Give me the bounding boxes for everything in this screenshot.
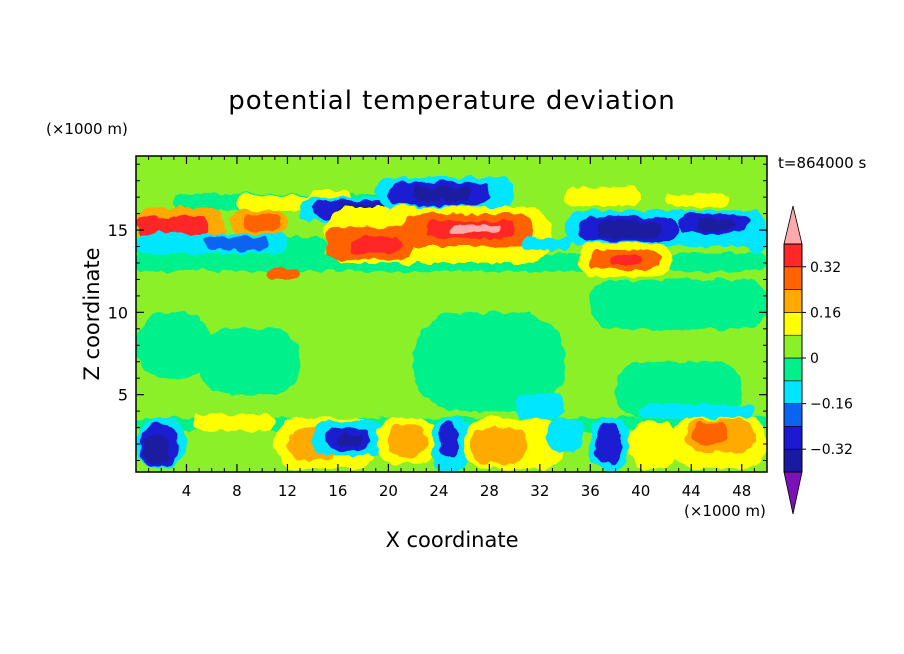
heatmap-cell: [236, 195, 313, 211]
heatmap-cell: [438, 422, 458, 458]
colorbar-swatch: [783, 448, 803, 473]
heatmap-cell: [192, 414, 275, 431]
colorbar-tick-label: 0: [810, 351, 819, 367]
heatmap-cell: [136, 156, 767, 175]
colorbar-swatch: [783, 357, 803, 382]
colorbar: 0.32 0.16 0 −0.16 −0.32: [783, 205, 853, 515]
heatmap-plot-area: [136, 156, 767, 472]
heatmap-cell: [520, 238, 572, 250]
x-axis-ticks: 4 8 12 16 20 24 28 32 36 40 44 48: [148, 156, 755, 500]
y-tick-label: 15: [108, 221, 128, 240]
heatmap-cell: [590, 279, 767, 329]
x-tick-label: 32: [530, 482, 549, 500]
colorbar-swatch: [783, 289, 803, 313]
colorbar-swatch: [783, 266, 803, 290]
heatmap-cell: [748, 236, 767, 254]
x-tick-label: 20: [379, 482, 398, 500]
colorbar-tick-label: 0.32: [810, 260, 841, 276]
heatmap-cell: [205, 236, 269, 250]
colorbar-swatch: [783, 380, 803, 404]
x-axis-unit: (×1000 m): [684, 502, 766, 520]
heatmap-cell: [609, 254, 641, 265]
colorbar-swatch: [783, 426, 803, 450]
heatmap-cell: [199, 328, 301, 395]
time-label: t=864000 s: [778, 154, 867, 172]
heatmap-cell: [243, 215, 282, 231]
heatmap-cell: [268, 267, 301, 280]
colorbar-tick-label: 0.16: [810, 305, 841, 321]
y-tick-label: 5: [118, 386, 128, 405]
heatmap-cell: [691, 422, 730, 445]
colorbar-tick-label: −0.32: [810, 442, 853, 458]
x-tick-label: 4: [182, 482, 192, 500]
heatmap-cell: [451, 225, 502, 234]
x-tick-label: 36: [581, 482, 600, 500]
heatmap-cell: [640, 404, 755, 418]
heatmap-cell: [514, 394, 566, 418]
heatmap-cell: [388, 424, 427, 458]
chart-title: potential temperature deviation: [228, 86, 676, 116]
colorbar-swatch: [783, 312, 803, 336]
colorbar-tick-label: −0.16: [810, 397, 853, 413]
x-tick-label: 24: [429, 482, 448, 500]
x-tick-label: 40: [631, 482, 650, 500]
x-tick-label: 28: [480, 482, 499, 500]
colorbar-swatch: [783, 403, 803, 427]
x-axis-label: X coordinate: [385, 528, 519, 552]
heatmap-cell: [136, 312, 212, 379]
heatmap-cell: [337, 434, 364, 446]
heatmap-cells: [136, 156, 767, 472]
heatmap-cell: [565, 187, 641, 206]
heatmap-cell: [350, 236, 402, 254]
heatmap-cell: [628, 420, 679, 469]
heatmap-cell: [143, 434, 169, 464]
y-axis-label: Z coordinate: [80, 247, 104, 381]
colorbar-extend-max: [783, 205, 803, 245]
heatmap-cell: [596, 422, 622, 464]
colorbar-extend-min: [783, 471, 803, 515]
x-tick-label: 16: [328, 482, 347, 500]
heatmap-cell: [413, 312, 566, 412]
heatmap-cell: [697, 218, 736, 231]
heatmap-cell: [596, 221, 660, 239]
x-tick-label: 12: [278, 482, 297, 500]
y-tick-label: 10: [108, 303, 128, 322]
heatmap-cell: [546, 417, 585, 453]
x-tick-label: 44: [682, 482, 701, 500]
x-tick-label: 48: [732, 482, 751, 500]
heatmap-cell: [666, 193, 730, 208]
z-axis-unit: (×1000 m): [46, 120, 128, 138]
heatmap-cell: [470, 427, 528, 464]
heatmap-cell: [413, 187, 471, 201]
heatmap-cell: [142, 221, 181, 231]
colorbar-swatch: [783, 334, 803, 359]
x-tick-label: 8: [232, 482, 242, 500]
y-axis-ticks: 5 10 15: [108, 163, 767, 461]
colorbar-swatch: [783, 243, 803, 268]
heatmap-cell: [615, 361, 742, 418]
